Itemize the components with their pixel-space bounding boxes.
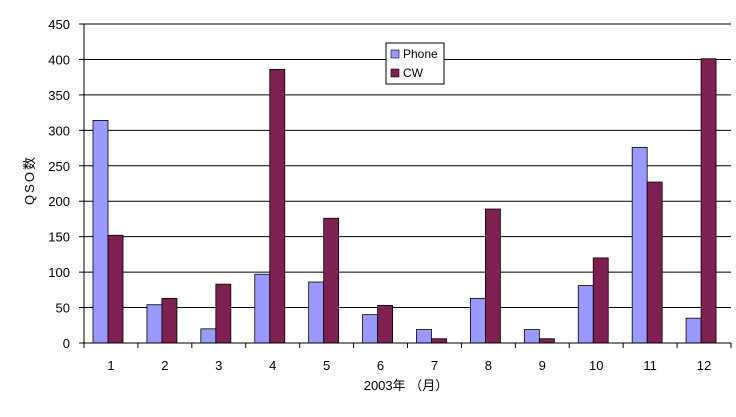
bar-phone-7 [416, 329, 432, 344]
x-tick-label: 4 [269, 358, 276, 373]
x-tick-label: 7 [431, 358, 438, 373]
x-tick-labels: 1 2 3 4 5 6 7 8 9 10 11 12 [107, 358, 711, 373]
x-tick-label: 1 [107, 358, 114, 373]
bar-cw-12 [700, 58, 717, 344]
bar-phone-4 [254, 273, 271, 344]
x-tick-label: 6 [377, 358, 384, 373]
y-tick-label: 200 [48, 194, 70, 209]
bar-cw-10 [592, 257, 609, 344]
bar-cw-5 [323, 217, 340, 344]
bar-cw-11 [646, 181, 663, 344]
x-tick-label: 5 [323, 358, 330, 373]
x-tick-label: 11 [643, 358, 657, 373]
bar-cw-7 [431, 338, 447, 344]
x-tick-label: 10 [589, 358, 603, 373]
y-tick-label: 150 [48, 230, 70, 245]
legend-swatch-phone [390, 49, 400, 59]
y-tick-label: 400 [48, 52, 70, 67]
bar-cw-6 [377, 305, 393, 344]
bar-cw-1 [107, 234, 124, 344]
y-tick-labels: 0 50 100 150 200 250 300 350 400 450 [48, 17, 70, 351]
x-tick-label: 2 [161, 358, 168, 373]
bars [92, 58, 717, 344]
y-tick-label: 450 [48, 17, 70, 32]
x-axis-title: 2003年 （月） [364, 378, 449, 393]
bar-phone-10 [577, 285, 594, 344]
bar-phone-1 [92, 120, 109, 344]
bar-cw-4 [269, 68, 286, 344]
bar-phone-3 [200, 328, 217, 344]
bar-phone-5 [308, 281, 325, 344]
legend-label-cw: CW [403, 66, 424, 80]
bar-cw-9 [538, 338, 555, 344]
bar-phone-9 [523, 329, 540, 344]
x-tick-label: 9 [539, 358, 546, 373]
bar-phone-12 [685, 317, 702, 344]
legend: Phone CW [385, 42, 445, 85]
bar-phone-2 [146, 304, 163, 344]
bar-phone-8 [470, 297, 486, 344]
y-tick-label: 50 [56, 301, 70, 316]
x-tick-label: 3 [215, 358, 222, 373]
bar-phone-11 [631, 146, 648, 344]
bar-cw-2 [161, 297, 178, 344]
y-tick-label: 100 [48, 265, 70, 280]
x-tick-label: 12 [697, 358, 711, 373]
y-tick-label: 250 [48, 159, 70, 174]
y-tick-label: 0 [63, 336, 70, 351]
bar-cw-3 [215, 283, 232, 344]
bar-cw-8 [485, 208, 501, 344]
bar-phone-6 [362, 314, 378, 344]
y-axis-title: QSO数 [22, 155, 37, 205]
axes [79, 23, 732, 348]
legend-swatch-cw [390, 68, 400, 78]
x-tick-label: 8 [485, 358, 492, 373]
legend-label-phone: Phone [403, 47, 438, 61]
y-tick-label: 350 [48, 88, 70, 103]
y-tick-label: 300 [48, 123, 70, 138]
